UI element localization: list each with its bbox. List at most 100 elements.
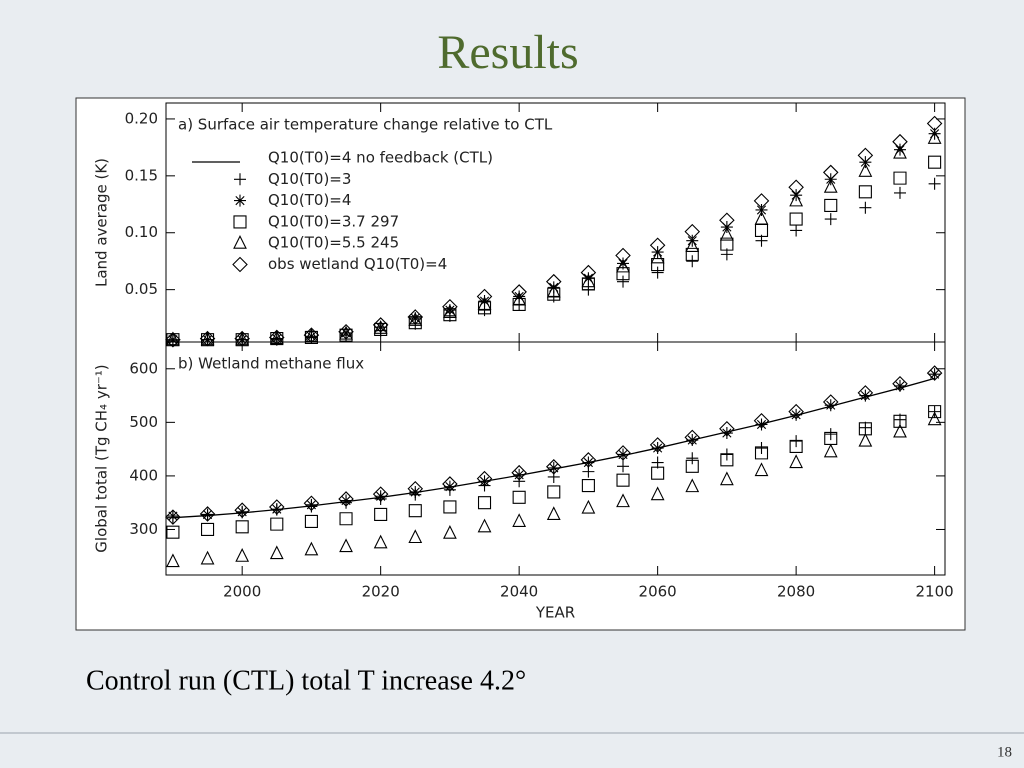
data-point bbox=[340, 326, 353, 339]
data-point bbox=[753, 193, 770, 209]
data-point bbox=[339, 512, 353, 526]
data-point bbox=[754, 446, 769, 460]
data-point bbox=[409, 485, 422, 498]
data-point bbox=[478, 475, 491, 488]
data-point bbox=[857, 385, 874, 401]
data-point bbox=[928, 177, 941, 190]
data-point bbox=[581, 478, 595, 493]
data-point bbox=[236, 505, 249, 518]
data-point bbox=[616, 493, 630, 508]
data-point bbox=[304, 541, 319, 556]
data-point bbox=[858, 185, 872, 199]
legend-swatch bbox=[232, 256, 248, 273]
data-point bbox=[857, 147, 874, 164]
data-point bbox=[236, 333, 249, 346]
data-point bbox=[651, 466, 665, 480]
data-point bbox=[720, 427, 733, 440]
data-point bbox=[616, 258, 630, 273]
y-tick-label: 0.05 bbox=[125, 280, 158, 298]
data-point bbox=[407, 480, 424, 497]
data-point bbox=[893, 186, 906, 199]
data-point bbox=[200, 550, 215, 565]
data-point bbox=[755, 442, 768, 455]
data-point bbox=[686, 434, 699, 447]
data-point bbox=[547, 461, 560, 474]
data-point bbox=[893, 379, 906, 392]
data-point bbox=[166, 510, 179, 523]
slide-title: Results bbox=[437, 26, 578, 79]
data-point bbox=[547, 281, 560, 294]
data-point bbox=[859, 389, 872, 402]
data-point bbox=[201, 508, 214, 521]
data-point bbox=[755, 418, 768, 431]
data-point bbox=[822, 394, 839, 410]
x-tick-label: 2000 bbox=[223, 583, 261, 601]
data-point bbox=[649, 237, 666, 254]
data-point bbox=[720, 448, 733, 461]
data-point bbox=[720, 453, 734, 467]
data-point bbox=[270, 332, 283, 345]
data-point bbox=[615, 445, 631, 461]
data-point bbox=[304, 514, 318, 528]
data-point bbox=[270, 503, 283, 516]
data-point bbox=[408, 504, 422, 518]
y-tick-label: 400 bbox=[129, 466, 158, 484]
data-point bbox=[754, 462, 769, 477]
data-point bbox=[304, 328, 319, 342]
data-point bbox=[927, 411, 942, 426]
data-point bbox=[822, 164, 839, 181]
caption: Control run (CTL) total T increase 4.2° bbox=[86, 665, 526, 696]
data-point bbox=[823, 443, 838, 458]
data-point bbox=[824, 399, 837, 412]
data-point bbox=[617, 448, 630, 461]
y-tick-label: 500 bbox=[129, 413, 158, 431]
data-point bbox=[788, 179, 804, 195]
data-point bbox=[235, 520, 249, 534]
plot-group: 0.05 0.10 0.15 0.20 a) Surface air temperatu… bbox=[93, 102, 954, 622]
data-point bbox=[477, 518, 492, 533]
data-point bbox=[824, 431, 838, 445]
data-point bbox=[893, 144, 907, 159]
data-point bbox=[200, 522, 215, 537]
data-point bbox=[545, 273, 562, 290]
data-point bbox=[476, 470, 493, 487]
data-point bbox=[478, 295, 491, 308]
data-point bbox=[616, 267, 630, 281]
data-point bbox=[790, 408, 803, 421]
legend-label: Q10(T0)=5.5 245 bbox=[268, 234, 399, 252]
x-tick-label: 2060 bbox=[639, 583, 677, 601]
data-point bbox=[374, 321, 387, 334]
data-point bbox=[685, 247, 699, 261]
data-point bbox=[547, 485, 561, 499]
data-point bbox=[686, 452, 699, 465]
data-point bbox=[755, 203, 768, 216]
data-point bbox=[339, 328, 353, 342]
data-point bbox=[580, 452, 597, 468]
data-point bbox=[443, 480, 456, 493]
data-point bbox=[166, 525, 180, 539]
data-point bbox=[893, 143, 906, 156]
data-point bbox=[686, 234, 699, 247]
data-point bbox=[580, 264, 597, 281]
data-point bbox=[512, 513, 527, 527]
data-point bbox=[789, 454, 804, 469]
legend-label: Q10(T0)=3.7 297 bbox=[268, 212, 399, 230]
data-point bbox=[374, 507, 388, 522]
data-point bbox=[166, 331, 180, 346]
data-point bbox=[720, 237, 734, 251]
page-number: 18 bbox=[997, 744, 1012, 760]
data-point bbox=[443, 304, 456, 317]
plot-area bbox=[165, 341, 946, 576]
data-point bbox=[789, 439, 803, 453]
data-point bbox=[892, 376, 908, 392]
data-point bbox=[201, 333, 214, 346]
data-point bbox=[199, 330, 216, 347]
data-point bbox=[443, 524, 457, 539]
data-point bbox=[928, 405, 942, 419]
data-point bbox=[686, 255, 699, 268]
data-point bbox=[719, 226, 734, 241]
x-axis-label: YEAR bbox=[535, 604, 575, 622]
data-point bbox=[442, 476, 458, 492]
legend-swatch bbox=[234, 194, 246, 207]
